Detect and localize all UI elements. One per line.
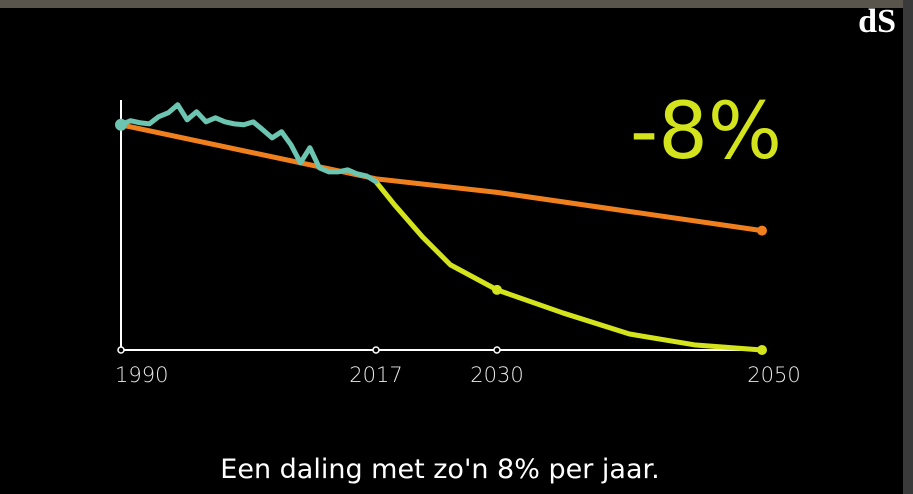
series-line xyxy=(373,179,765,353)
caption: Een daling met zo'n 8% per jaar. xyxy=(220,454,659,485)
logo: dS xyxy=(858,3,896,40)
top-strip xyxy=(0,0,913,8)
point-marker xyxy=(492,284,502,295)
x-tick xyxy=(117,346,125,354)
x-tick-label: 2017 xyxy=(349,363,402,387)
x-tick xyxy=(493,346,501,354)
x-tick-label: 2030 xyxy=(470,363,523,387)
x-tick-label: 2050 xyxy=(747,363,800,387)
side-strip xyxy=(903,0,913,494)
point-marker xyxy=(115,118,127,131)
plot: 1990 2017 2030 2050 xyxy=(115,100,801,387)
point-marker xyxy=(757,345,767,355)
x-tick xyxy=(372,346,380,354)
series-line xyxy=(118,122,765,234)
annotation: -8% xyxy=(630,87,782,177)
x-tick-label: 1990 xyxy=(115,363,168,387)
point-marker xyxy=(757,225,767,236)
series-line xyxy=(118,102,379,185)
